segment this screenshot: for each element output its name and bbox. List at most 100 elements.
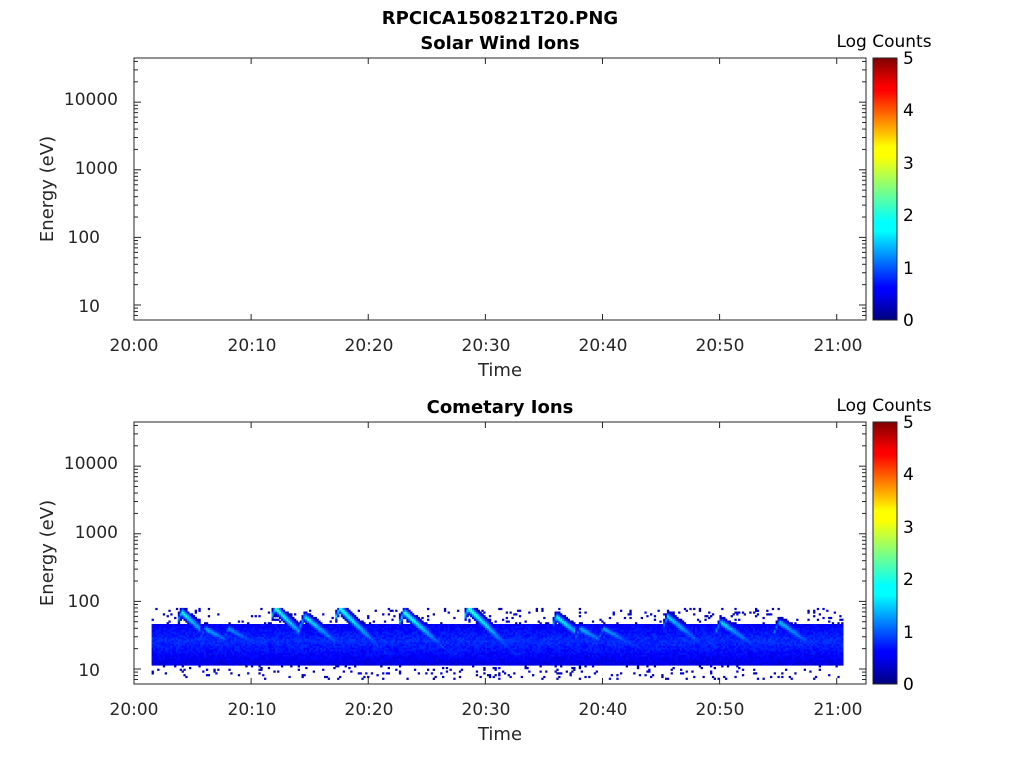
spectrogram-cell [220, 643, 224, 646]
spectrogram-cell [297, 649, 300, 652]
spectrogram-cell [194, 618, 197, 621]
spectrogram-cell [237, 650, 241, 654]
plot-frame [133, 57, 867, 321]
spectrogram-cell [335, 636, 338, 639]
spectrogram-cell [329, 629, 332, 632]
spectrogram-cell [316, 663, 319, 666]
spectrogram-cell [382, 613, 385, 616]
spectrogram-cell [400, 622, 404, 625]
spectrogram-cell [434, 675, 437, 679]
spectrogram-cell [312, 663, 315, 666]
spectrogram-cell [232, 640, 235, 643]
spectrogram-cell [271, 633, 274, 636]
spectrogram-cell [383, 643, 387, 646]
spectrogram-cell [382, 658, 385, 661]
spectrogram-cell [305, 634, 308, 637]
spectrogram-cell [408, 620, 411, 623]
spectrogram-cell [239, 663, 242, 666]
spectrogram-cell [256, 629, 259, 632]
spectrogram-cell [282, 624, 285, 627]
spectrogram-cell [179, 654, 182, 657]
spectrogram-cell [419, 659, 422, 662]
spectrogram-cell [286, 618, 289, 621]
spectrogram-cell [363, 654, 366, 657]
spectrogram-cell [224, 629, 227, 632]
spectrogram-cell [342, 659, 345, 662]
spectrogram-cell [352, 633, 355, 636]
spectrogram-cell [310, 638, 314, 641]
spectrogram-cell [194, 661, 197, 664]
spectrogram-cell [213, 633, 216, 636]
spectrogram-cell [427, 649, 430, 652]
spectrogram-cell [350, 658, 353, 661]
spectrogram-cell [204, 627, 207, 630]
spectrogram-cell [359, 629, 362, 632]
spectrogram-cell [159, 641, 162, 645]
spectrogram-cell [217, 640, 220, 643]
spectrogram-cell [187, 636, 190, 639]
spectrogram-cell [442, 641, 445, 645]
spectrogram-cell [189, 624, 192, 627]
spectrogram-cell [190, 641, 194, 645]
spectrogram-cell [425, 661, 428, 664]
spectrogram-cell [357, 659, 360, 662]
spectrogram-cell [280, 633, 284, 636]
spectrogram-cell [419, 641, 422, 645]
spectrogram-cell [354, 627, 357, 630]
spectrogram-cell [412, 627, 415, 630]
spectrogram-cell [404, 659, 407, 662]
spectrogram-cell [194, 656, 197, 659]
spectrogram-cell [204, 659, 207, 662]
spectrogram-cell [183, 649, 186, 652]
spectrogram-cell [436, 640, 439, 643]
spectrogram-cell [372, 656, 375, 659]
spectrogram-cell [350, 636, 353, 639]
spectrogram-cell [395, 627, 398, 630]
spectrogram-cell [380, 661, 383, 664]
spectrogram-cell [340, 627, 344, 630]
spectrogram-cell [427, 633, 430, 636]
spectrogram-cell [204, 647, 207, 650]
spectrogram-cell [170, 625, 173, 628]
spectrogram-cell [359, 634, 362, 637]
spectrogram-cell [309, 650, 312, 654]
spectrogram-cell [412, 622, 415, 625]
spectrogram-cell [389, 663, 392, 666]
spectrogram-cell [387, 658, 390, 661]
spectrogram-cell [324, 640, 327, 643]
spectrogram-cell [344, 650, 347, 654]
spectrogram-cell [217, 652, 220, 655]
spectrogram-cell [267, 629, 271, 632]
spectrogram-cell [309, 622, 312, 625]
spectrogram-cell [445, 667, 449, 670]
spectrogram-cell [346, 624, 349, 627]
spectrogram-cell [256, 625, 259, 628]
spectrogram-cell [258, 663, 261, 666]
spectrogram-cell [340, 613, 344, 616]
spectrogram-cell [398, 622, 402, 625]
spectrogram-cell [282, 620, 285, 623]
spectrogram-cell [320, 647, 323, 650]
spectrogram-cell [205, 641, 209, 645]
spectrogram-cell [224, 636, 227, 639]
spectrogram-cell [185, 638, 188, 641]
spectrogram-cell [189, 615, 192, 618]
spectrogram-cell [427, 659, 430, 662]
spectrogram-cell [352, 618, 355, 621]
spectrogram-cell [160, 641, 164, 645]
spectrogram-cell [350, 631, 353, 634]
spectrogram-cell [209, 645, 212, 648]
spectrogram-cell [228, 627, 231, 630]
spectrogram-cell [295, 624, 299, 627]
spectrogram-cell [290, 661, 293, 664]
spectrogram-cell [252, 643, 256, 646]
spectrogram-cell [187, 629, 190, 632]
spectrogram-cell [192, 634, 196, 637]
spectrogram-cell [198, 641, 201, 645]
spectrogram-cell [232, 629, 235, 632]
spectrogram-cell [164, 631, 167, 634]
spectrogram-cell [267, 650, 271, 654]
spectrogram-cell [252, 627, 256, 630]
spectrogram-cell [162, 643, 166, 646]
spectrogram-cell [222, 638, 226, 641]
